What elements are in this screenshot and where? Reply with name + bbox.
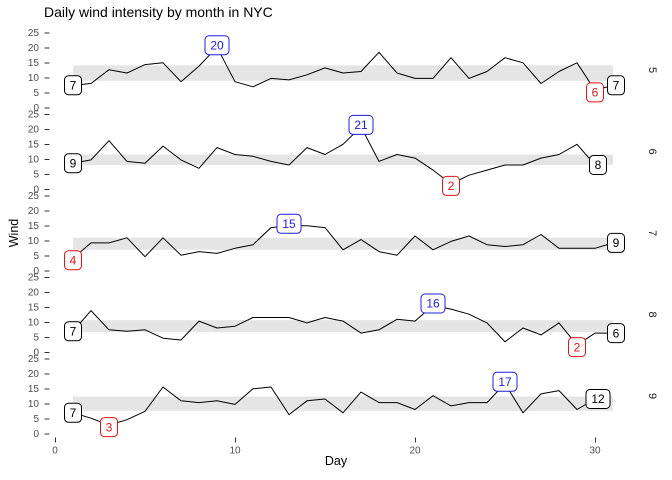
wind-line (72, 46, 614, 91)
max-label-box (204, 35, 230, 56)
min-label-box (100, 417, 118, 438)
min-label-text: 3 (106, 420, 113, 434)
endpoint-label-box (64, 153, 82, 174)
y-tick-label: 25 (28, 191, 40, 202)
y-tick-label: 20 (28, 288, 40, 299)
y-tick-label: 0 (33, 103, 39, 114)
y-tick-label: 0 (33, 266, 39, 277)
y-tick-label: 10 (28, 73, 40, 84)
facet-strip-label: 8 (646, 311, 658, 317)
y-tick-label: 10 (28, 155, 40, 166)
x-tick-label: 20 (409, 446, 421, 457)
y-tick-label: 0 (33, 185, 39, 196)
y-tick-label: 5 (33, 170, 39, 181)
endpoint-label-text: 6 (613, 326, 620, 340)
y-tick-label: 25 (28, 354, 40, 365)
y-tick-label: 15 (28, 221, 40, 232)
y-tick-label: 20 (28, 369, 40, 380)
endpoint-label-text: 12 (591, 392, 605, 406)
y-tick-label: 25 (28, 273, 40, 284)
endpoint-label-box (607, 232, 625, 253)
max-label-box (348, 114, 374, 135)
min-label-text: 2 (574, 340, 581, 354)
iqr-band (73, 396, 613, 411)
max-label-text: 21 (354, 118, 368, 132)
y-tick-label: 5 (33, 333, 39, 344)
endpoint-label-box (585, 389, 611, 409)
y-tick-label: 15 (28, 384, 40, 395)
y-axis-title: Wind (7, 218, 21, 248)
iqr-band (73, 320, 613, 333)
wind-line (72, 305, 613, 346)
endpoint-label-text: 8 (595, 158, 602, 172)
y-tick-label: 25 (28, 28, 40, 39)
endpoint-label-box (607, 75, 625, 96)
min-label-box (568, 337, 586, 358)
min-label-box (442, 175, 460, 196)
max-label-text: 20 (210, 38, 224, 52)
max-label-box (276, 213, 302, 234)
y-tick-label: 20 (28, 43, 40, 54)
y-tick-label: 15 (28, 140, 40, 151)
min-label-text: 2 (448, 179, 455, 193)
endpoint-label-box (589, 155, 607, 175)
facet-strip-label: 6 (646, 148, 658, 154)
min-label-box (64, 250, 82, 271)
min-label-text: 6 (592, 86, 599, 100)
x-tick-label: 10 (229, 446, 241, 457)
max-label-text: 15 (282, 217, 296, 231)
endpoint-label-text: 7 (70, 406, 77, 420)
chart-title: Daily wind intensity by month in NYC (44, 4, 273, 20)
y-tick-label: 0 (33, 348, 39, 359)
endpoint-label-text: 7 (70, 79, 77, 93)
max-label-text: 16 (426, 297, 440, 311)
facet-strip-label: 7 (646, 230, 658, 236)
facet-strip-label: 9 (646, 393, 658, 399)
x-axis-title: Day (324, 454, 348, 468)
y-tick-label: 15 (28, 58, 40, 69)
endpoint-label-box (64, 321, 82, 342)
endpoint-label-box (64, 402, 82, 423)
min-label-text: 4 (70, 253, 77, 267)
max-label-box (492, 371, 518, 392)
endpoint-label-box (64, 75, 82, 96)
endpoint-label-text: 7 (70, 325, 77, 339)
x-tick-label: 0 (52, 446, 58, 457)
y-tick-label: 5 (33, 414, 39, 425)
facet-strip-label: 5 (646, 67, 658, 73)
endpoint-label-text: 9 (613, 236, 620, 250)
y-tick-label: 15 (28, 303, 40, 314)
endpoint-label-text: 9 (70, 156, 77, 170)
max-label-box (420, 293, 446, 314)
y-tick-label: 10 (28, 236, 40, 247)
y-tick-label: 10 (28, 318, 40, 329)
min-label-box (586, 82, 604, 103)
iqr-band (73, 154, 613, 165)
max-label-text: 17 (498, 375, 512, 389)
endpoint-label-box (607, 323, 625, 344)
y-tick-label: 10 (28, 399, 40, 410)
wind-line (72, 126, 596, 185)
wind-line (72, 225, 614, 259)
y-tick-label: 0 (33, 429, 39, 440)
x-tick-label: 30 (589, 446, 601, 457)
y-tick-label: 20 (28, 206, 40, 217)
y-tick-label: 5 (33, 251, 39, 262)
endpoint-label-text: 7 (613, 79, 620, 93)
y-tick-label: 20 (28, 125, 40, 136)
y-tick-label: 5 (33, 88, 39, 99)
y-tick-label: 25 (28, 110, 40, 121)
